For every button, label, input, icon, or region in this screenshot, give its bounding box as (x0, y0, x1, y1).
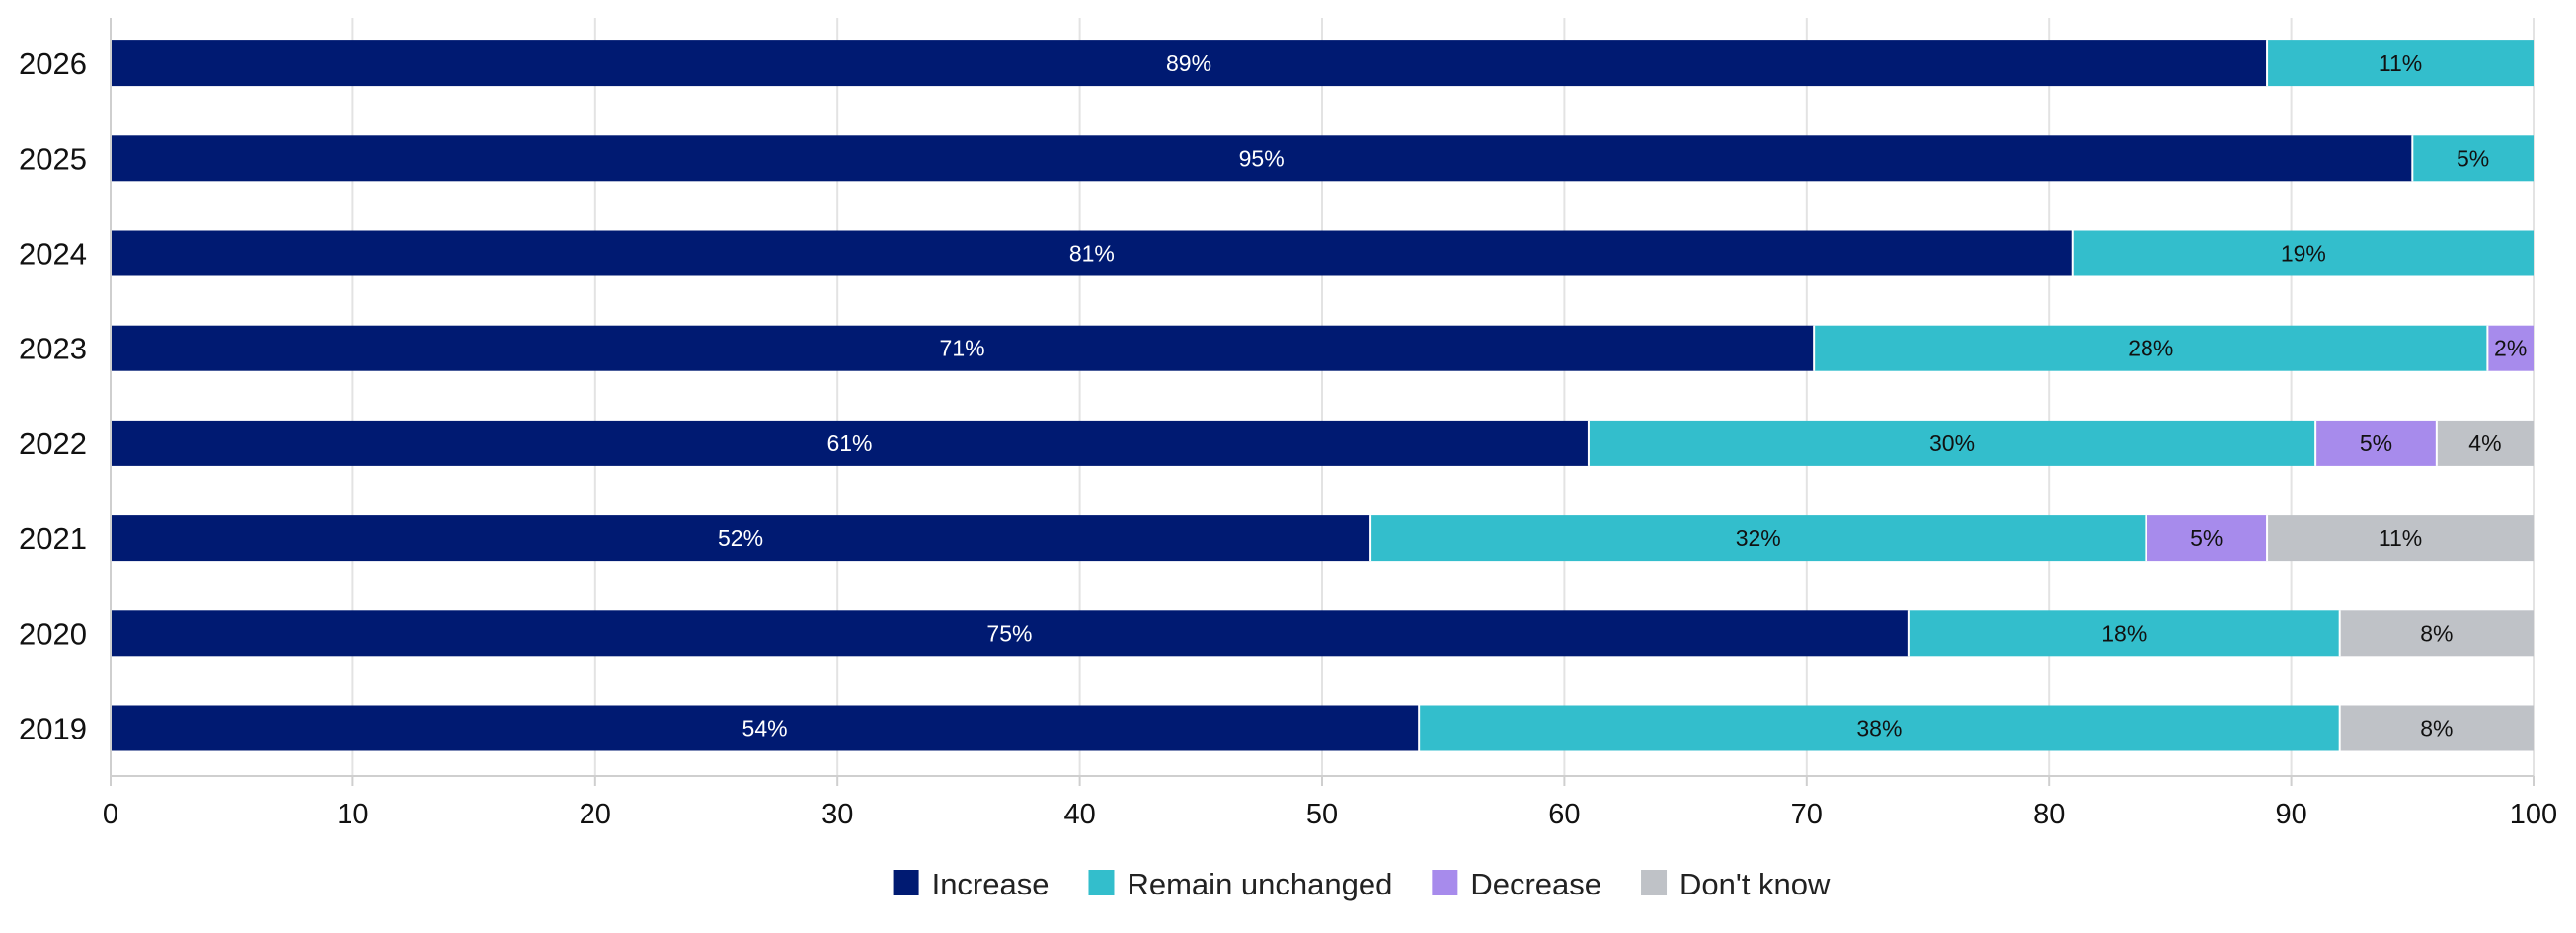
data-label: 2% (2494, 336, 2527, 361)
axes: 2026 2025 2024 2023 2022 2021 2020 2019 0 10 20 30 4… (19, 18, 2557, 830)
data-label: 54% (742, 716, 788, 741)
category-label: 2020 (19, 616, 87, 651)
x-tick-label: 40 (1063, 799, 1095, 830)
bar-segment (2339, 610, 2534, 657)
category-label: 2022 (19, 427, 87, 461)
bar-segment (111, 230, 2073, 276)
category-label: 2023 (19, 332, 87, 366)
bar-segment (111, 515, 1371, 562)
data-label: 8% (2420, 620, 2453, 646)
bar-segment (111, 420, 1589, 466)
bar-segment (2436, 420, 2534, 466)
legend-label: Increase (932, 867, 1050, 901)
bar-segment (1370, 515, 2147, 562)
bars: 89% 11% 95% 5% 81% 19% 71% 28% 2% 61% 30% 5% 4% 52% 32… (111, 40, 2534, 751)
bar-segment (111, 135, 2413, 182)
data-label: 18% (2101, 620, 2147, 646)
x-tick-label: 20 (580, 799, 611, 830)
bar-segment (2339, 705, 2534, 751)
data-label: 28% (2128, 336, 2173, 361)
legend-label: Don't know (1679, 867, 1831, 901)
data-label: 8% (2420, 716, 2453, 741)
x-tick-label: 10 (337, 799, 368, 830)
gridlines (351, 18, 2535, 776)
category-label: 2019 (19, 712, 87, 746)
bar-segment (111, 610, 1909, 657)
data-label: 75% (986, 620, 1032, 646)
bar-segment (111, 40, 2268, 87)
legend-label: Decrease (1470, 867, 1601, 901)
bar-segment (1419, 705, 2340, 751)
data-label: 95% (1239, 145, 1285, 171)
bar-segment (1814, 325, 2488, 371)
legend-swatch (1641, 870, 1668, 895)
data-label: 38% (1856, 716, 1902, 741)
bar-segment (1908, 610, 2340, 657)
data-label: 52% (718, 525, 763, 551)
data-label: 5% (2360, 430, 2392, 456)
bar-segment (2315, 420, 2437, 466)
data-label: 89% (1166, 50, 1211, 76)
category-label: 2021 (19, 521, 87, 556)
data-label: 30% (1929, 430, 1975, 456)
x-tick-label: 70 (1791, 799, 1823, 830)
x-tick-label: 100 (2510, 799, 2557, 830)
x-tick-label: 90 (2275, 799, 2306, 830)
bar-segment (2146, 515, 2268, 562)
bar-segment (111, 325, 1815, 371)
bar-segment (2267, 515, 2534, 562)
legend-swatch (1432, 870, 1458, 895)
x-tick-label: 60 (1548, 799, 1580, 830)
category-label: 2024 (19, 237, 87, 272)
data-label: 19% (2281, 241, 2326, 267)
x-tick-label: 0 (103, 799, 118, 830)
bar-segment (2267, 40, 2534, 87)
data-label: 81% (1069, 241, 1115, 267)
legend-swatch (893, 870, 919, 895)
legend-swatch (1088, 870, 1115, 895)
bar-segment (2072, 230, 2534, 276)
data-label: 11% (2379, 50, 2422, 76)
data-label: 71% (940, 336, 985, 361)
legend-label: Remain unchanged (1127, 867, 1392, 901)
bar-segment (2487, 325, 2534, 371)
data-label: 5% (2457, 145, 2489, 171)
legend: Increase Remain unchanged Decrease Don't kn… (893, 867, 1831, 901)
bar-segment (1588, 420, 2316, 466)
x-tick-label: 50 (1306, 799, 1338, 830)
x-tick-label: 80 (2033, 799, 2065, 830)
bar-segment (111, 705, 1420, 751)
category-label: 2026 (19, 46, 87, 81)
data-label: 61% (826, 430, 872, 456)
data-label: 11% (2379, 525, 2422, 551)
data-label: 5% (2190, 525, 2223, 551)
data-label: 32% (1736, 525, 1781, 551)
data-label: 4% (2468, 430, 2501, 456)
x-tick-label: 30 (821, 799, 853, 830)
category-label: 2025 (19, 141, 87, 176)
bar-segment (2412, 135, 2534, 182)
